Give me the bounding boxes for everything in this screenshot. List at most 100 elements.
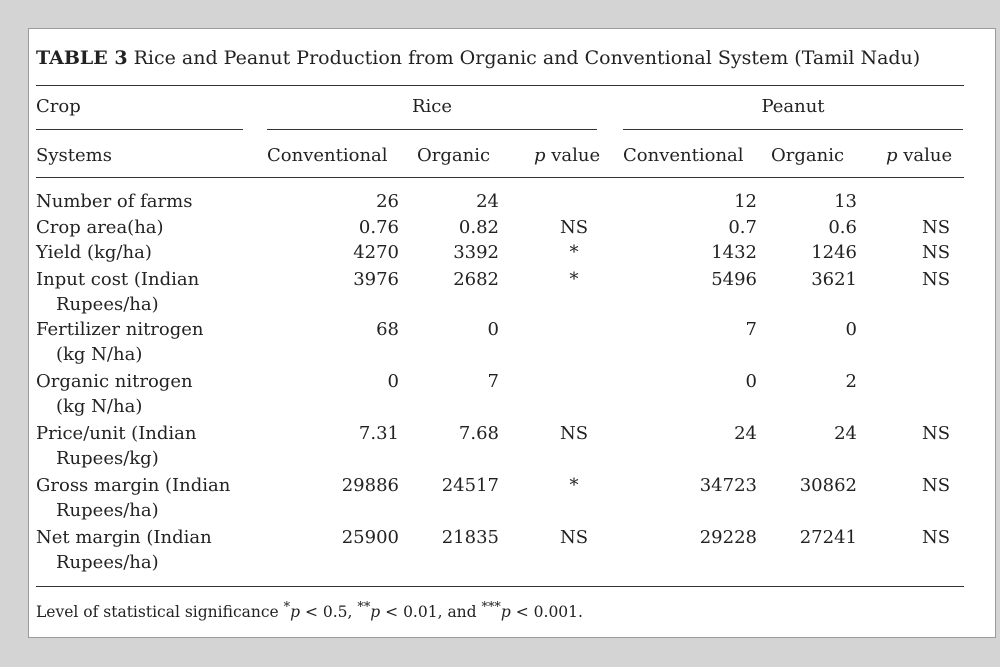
table-cell: 0.6	[828, 217, 857, 238]
crop-underline	[36, 129, 243, 130]
header-p-italic: p	[534, 145, 546, 166]
header-crop: Crop	[36, 96, 81, 117]
row-label: Fertilizer nitrogen (kg N/ha)	[36, 317, 204, 367]
table-cell: 7	[487, 371, 499, 392]
table-cell: 29228	[699, 527, 757, 548]
table-cell: 2	[845, 371, 857, 392]
table-cell: 7.68	[458, 423, 499, 444]
table-cell: 26	[376, 191, 399, 212]
table-cell: 24517	[441, 475, 499, 496]
row-label: Organic nitrogen (kg N/ha)	[36, 369, 193, 419]
header-col-5: Organic	[771, 145, 845, 166]
row-label-line: Fertilizer nitrogen	[36, 319, 204, 340]
table-cell: *	[569, 475, 579, 496]
row-label-line: (kg N/ha)	[56, 396, 143, 417]
table-cell: 0	[487, 319, 499, 340]
table-cell: 1432	[711, 242, 757, 263]
row-label-line: Rupees/ha)	[56, 552, 159, 573]
table-cell: 25900	[341, 527, 399, 548]
table-cell: 27241	[799, 527, 857, 548]
row-label-line: Price/unit (Indian	[36, 423, 197, 444]
header-p-italic: p	[886, 145, 898, 166]
header-bottom-rule	[36, 177, 964, 179]
table-document: TABLE 3 Rice and Peanut Production from O…	[28, 28, 996, 638]
table-title: Rice and Peanut Production from Organic …	[133, 47, 921, 69]
table-cell: 1246	[811, 242, 857, 263]
row-label: Number of farms	[36, 189, 192, 214]
footnote-star3: ***	[481, 600, 501, 615]
peanut-underline	[623, 129, 963, 130]
table-cell: 3976	[353, 269, 399, 290]
row-label: Price/unit (Indian Rupees/kg)	[36, 421, 197, 471]
table-cell: 3621	[811, 269, 857, 290]
footnote-p3: p	[500, 603, 511, 622]
footnote-p2: p	[370, 603, 381, 622]
table-cell: NS	[921, 242, 951, 263]
table-cell: *	[569, 269, 579, 290]
header-rice: Rice	[411, 96, 453, 117]
row-label-line: Number of farms	[36, 191, 193, 212]
table-footnote: Level of statistical significance *p < 0…	[36, 600, 583, 621]
table-cell: NS	[921, 527, 951, 548]
table-cell: 0.76	[358, 217, 399, 238]
row-label-line: Rupees/ha)	[56, 500, 159, 521]
footnote-prefix: Level of statistical significance	[36, 603, 284, 622]
footnote-star2: **	[357, 600, 371, 615]
table-cell: 0	[845, 319, 857, 340]
table-cell: 24	[734, 423, 757, 444]
header-col-2: Organic	[417, 145, 491, 166]
table-cell: 0	[745, 371, 757, 392]
footnote-p1: p	[290, 603, 301, 622]
table-cell: 30862	[799, 475, 857, 496]
table-cell: 12	[734, 191, 757, 212]
row-label: Gross margin (Indian Rupees/ha)	[36, 473, 230, 523]
table-cell: 0	[387, 371, 399, 392]
table-cell: 21835	[441, 527, 499, 548]
header-col-1: Conventional	[267, 145, 388, 166]
table-cell: 68	[376, 319, 399, 340]
table-cell: 24	[834, 423, 857, 444]
table-cell: 4270	[353, 242, 399, 263]
row-label: Net margin (Indian Rupees/ha)	[36, 525, 212, 575]
row-label-line: Rupees/ha)	[56, 294, 159, 315]
table-cell: 2682	[453, 269, 499, 290]
header-col-4: Conventional	[623, 145, 744, 166]
table-cell: NS	[921, 423, 951, 444]
row-label-line: Rupees/kg)	[56, 448, 159, 469]
row-label-line: Net margin (Indian	[36, 527, 212, 548]
table-cell: NS	[559, 527, 589, 548]
top-rule	[36, 85, 964, 87]
footnote-t2: < 0.01, and	[380, 603, 482, 622]
header-col-0: Systems	[36, 145, 112, 166]
header-col-3: p value	[534, 145, 601, 166]
table-cell: 0.82	[458, 217, 499, 238]
header-peanut: Peanut	[761, 96, 825, 117]
bottom-rule	[36, 586, 964, 588]
row-label: Yield (kg/ha)	[36, 240, 152, 265]
table-cell: 24	[476, 191, 499, 212]
row-label: Crop area(ha)	[36, 215, 164, 240]
rice-underline	[267, 129, 597, 130]
row-label: Input cost (Indian Rupees/ha)	[36, 267, 199, 317]
footnote-star1: *	[283, 600, 291, 615]
table-cell: NS	[559, 217, 589, 238]
row-label-line: (kg N/ha)	[56, 344, 143, 365]
table-cell: 7.31	[358, 423, 399, 444]
row-label-line: Yield (kg/ha)	[36, 242, 152, 263]
table-cell: 7	[745, 319, 757, 340]
table-cell: NS	[921, 269, 951, 290]
table-cell: 34723	[699, 475, 757, 496]
table-cell: 29886	[341, 475, 399, 496]
footnote-t1: < 0.5,	[300, 603, 358, 622]
footnote-t3: < 0.001.	[510, 603, 583, 622]
row-label-line: Input cost (Indian	[36, 269, 200, 290]
table-cell: NS	[559, 423, 589, 444]
table-cell: NS	[921, 217, 951, 238]
row-label-line: Crop area(ha)	[36, 217, 164, 238]
table-number: TABLE 3	[36, 47, 128, 69]
row-label-line: Gross margin (Indian	[36, 475, 231, 496]
table-caption: TABLE 3 Rice and Peanut Production from O…	[36, 47, 920, 69]
row-label-line: Organic nitrogen	[36, 371, 193, 392]
table-cell: *	[569, 242, 579, 263]
table-cell: 5496	[711, 269, 757, 290]
